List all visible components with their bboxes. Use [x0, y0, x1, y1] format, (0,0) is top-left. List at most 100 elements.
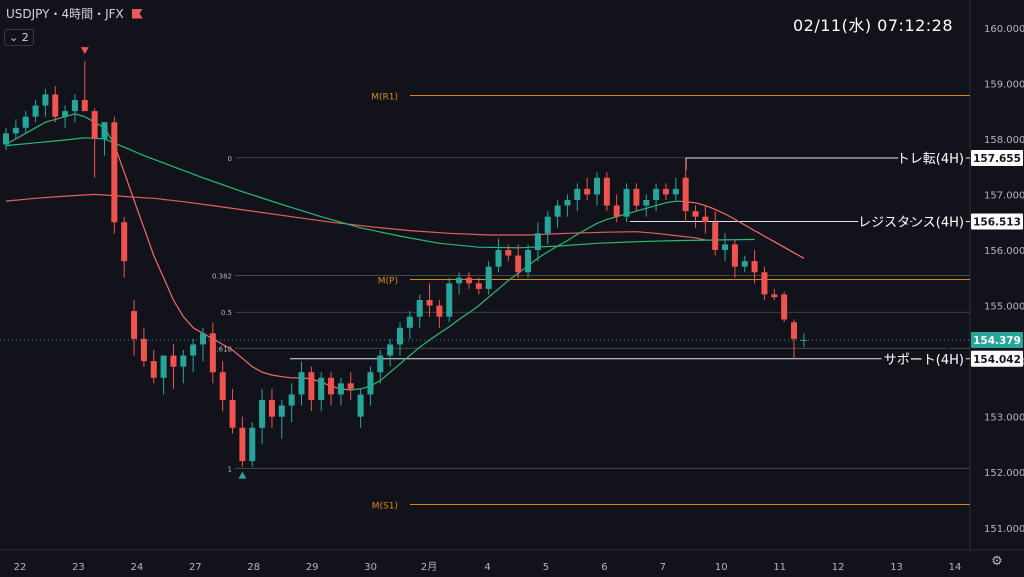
x-tick-label: 23 — [72, 562, 85, 573]
candle-body — [613, 205, 620, 217]
candle-body — [288, 394, 295, 406]
candle-body — [200, 333, 206, 345]
current-price-label: 154.379 — [973, 335, 1021, 347]
symbol-label[interactable]: USDJPY・4時間・JFX — [6, 7, 124, 21]
fib-label: 1 — [228, 465, 232, 473]
sr-price-box — [971, 213, 1023, 230]
candle-body — [584, 188, 591, 195]
candle-body — [702, 216, 709, 223]
current-price-box — [971, 332, 1023, 349]
candle-body — [515, 255, 522, 273]
indicator-count: 2 — [21, 31, 29, 44]
y-tick-label: 152.000 — [984, 468, 1024, 479]
candle-body — [662, 188, 669, 195]
candle-body — [268, 400, 275, 417]
ma-short-line — [113, 144, 351, 391]
x-tick-label: 6 — [601, 562, 607, 573]
signal-down-marker — [80, 47, 89, 55]
candle-body — [426, 300, 433, 306]
candle-body — [337, 383, 344, 395]
candle-body — [347, 383, 354, 389]
ma-mid-line — [5, 137, 755, 249]
y-tick-label: 155.000 — [984, 302, 1024, 313]
candle-body — [436, 305, 443, 317]
x-tick-label: 10 — [715, 562, 728, 573]
pivot-label: M(R1) — [371, 93, 398, 103]
x-tick-label: 2月 — [421, 561, 437, 573]
candle-body — [357, 394, 364, 417]
candle-body — [534, 233, 541, 250]
candle-body — [131, 311, 138, 339]
indicator-toggle[interactable]: ⌄ 2 — [4, 29, 34, 46]
candle-body — [722, 244, 729, 250]
candle-body — [672, 188, 679, 195]
candle-body — [692, 211, 699, 217]
candle-body — [180, 355, 187, 367]
x-tick-label: 28 — [247, 562, 260, 573]
candle-body — [387, 344, 394, 356]
candle-body — [731, 244, 738, 267]
fib-label: 0.618 — [212, 345, 232, 353]
candle-body — [209, 333, 216, 373]
fib-label: 0 — [228, 155, 232, 163]
fib-label: 0.5 — [221, 309, 232, 317]
candle-body — [525, 250, 532, 273]
candle-body — [554, 205, 561, 217]
x-tick-label: 14 — [949, 562, 962, 573]
x-tick-label: 29 — [306, 562, 319, 573]
candle-body — [456, 277, 463, 284]
candle-body — [574, 188, 581, 200]
clock-display: 02/11(水) 07:12:28 — [793, 16, 954, 35]
candle-body — [633, 188, 640, 206]
sr-label: サポート(4H) — [884, 353, 964, 368]
ma-long-line — [5, 193, 706, 241]
candle-body — [32, 105, 39, 117]
candle-body — [406, 316, 413, 328]
candle-body — [278, 405, 285, 417]
candle-body — [71, 100, 78, 112]
pivot-label: M(S1) — [372, 501, 398, 511]
candle-body — [475, 283, 482, 289]
candle-body — [150, 361, 157, 378]
candle-body — [42, 94, 49, 106]
candle-body — [564, 200, 571, 206]
symbol-header[interactable]: USDJPY・4時間・JFX — [6, 5, 143, 22]
sr-price-label: 154.042 — [973, 354, 1021, 366]
sr-price-box — [971, 150, 1023, 167]
candle-body — [22, 116, 29, 128]
sr-price-label: 156.513 — [973, 217, 1021, 229]
candle-body — [318, 377, 325, 400]
candle-body — [653, 188, 660, 200]
candle-body — [643, 200, 650, 206]
candle-body — [761, 272, 768, 295]
candle-body — [771, 294, 778, 298]
sr-label: レジスタンス(4H) — [858, 216, 964, 231]
x-tick-label: 13 — [890, 562, 903, 573]
signal-up-marker — [238, 471, 247, 479]
candle-body — [465, 277, 472, 284]
candle-body — [160, 355, 167, 378]
candle-body — [800, 340, 807, 341]
y-tick-label: 157.000 — [984, 190, 1024, 201]
candle-body — [416, 300, 423, 317]
candle-body — [308, 372, 315, 400]
candle-body — [91, 111, 98, 139]
x-tick-label: 5 — [543, 562, 549, 573]
candle-body — [544, 216, 551, 234]
candle-body — [495, 250, 502, 267]
flag-icon — [131, 8, 143, 19]
candle-body — [741, 261, 748, 267]
x-tick-label: 30 — [364, 562, 377, 573]
settings-icon[interactable]: ⚙ — [991, 554, 1003, 569]
candle-body — [229, 400, 236, 428]
y-tick-label: 151.000 — [984, 524, 1024, 535]
candle-body — [140, 338, 147, 362]
candle-body — [367, 372, 374, 395]
candle-body — [485, 266, 492, 289]
fib-label: 0.382 — [212, 273, 232, 281]
pivot-label: M(P) — [378, 276, 398, 286]
candle-body — [682, 177, 689, 212]
candle-body — [397, 327, 403, 345]
